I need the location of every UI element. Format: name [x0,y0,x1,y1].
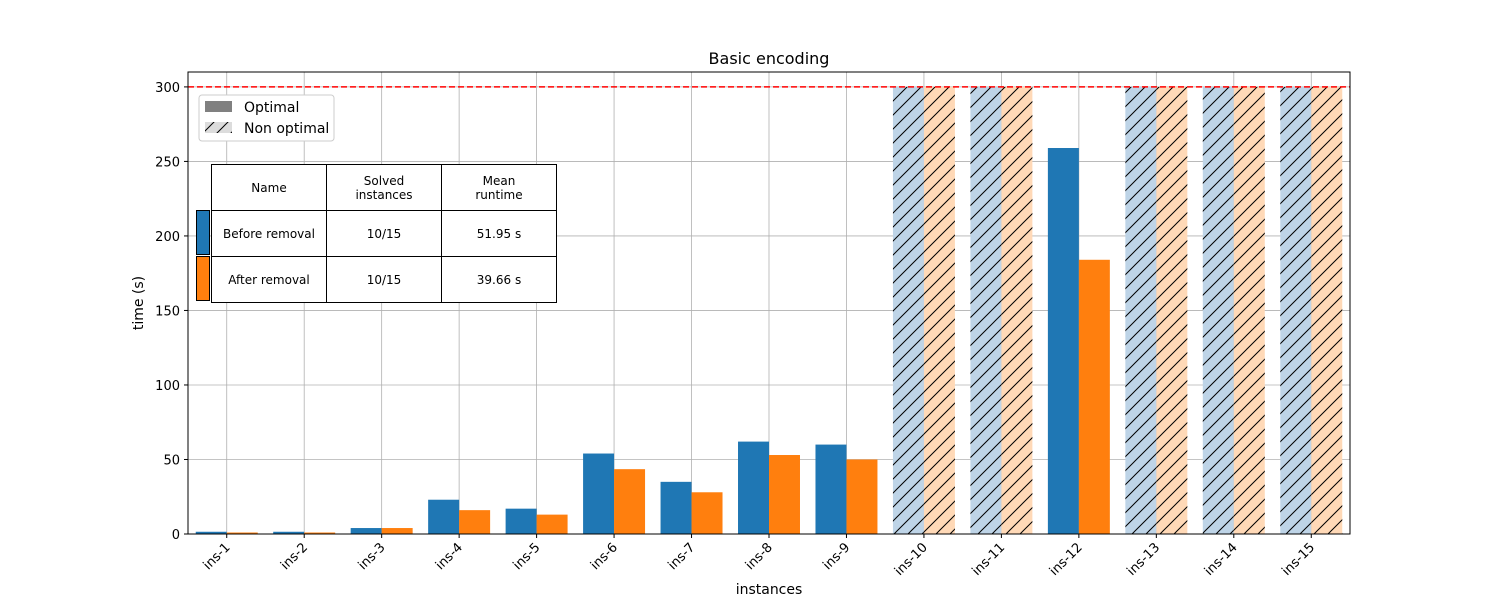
table-cell: 10/15 [326,210,442,257]
bar-hatch-series-1-ins-13 [1125,86,1157,534]
bar-series-2-ins-9 [846,459,878,534]
legend-label-optimal: Optimal [244,100,299,116]
legend: Optimal Non optimal [198,94,335,142]
bar-series-1-ins-3 [350,528,382,534]
y-tick-label: 0 [172,528,180,543]
y-tick-label: 200 [155,230,180,245]
bar-series-1-ins-4 [428,499,460,534]
bar-hatch-series-2-ins-11 [1001,86,1033,534]
bar-series-2-ins-4 [459,510,491,534]
y-axis-label: time (s) [131,276,147,330]
y-tick-label: 150 [155,304,180,319]
x-tick-label: ins-5 [510,540,543,573]
bar-series-2-ins-3 [381,528,413,534]
bar-hatch-series-1-ins-10 [892,86,924,534]
x-tick-label: ins-12 [1047,540,1086,579]
table-cell: 51.95 s [441,210,557,257]
bar-hatch-series-2-ins-10 [923,86,955,534]
y-tick-label: 300 [155,81,180,96]
summary-table: Name Solved instances Mean runtime Befor… [211,164,557,303]
bar-series-1-ins-1 [195,531,227,534]
table-cell: 10/15 [326,256,442,303]
bar-hatch-series-2-ins-13 [1156,86,1188,534]
bar-series-2-ins-12 [1078,259,1110,534]
bar-series-2-ins-7 [691,492,723,534]
x-tick-label: ins-8 [743,540,776,573]
bar-hatch-series-1-ins-14 [1202,86,1234,534]
bar-series-2-ins-8 [769,455,800,534]
bar-series-2-ins-6 [614,469,646,534]
bar-hatch-series-1-ins-11 [970,86,1002,534]
bars [195,86,1343,534]
bar-series-1-ins-7 [660,481,692,534]
table-row-color-swatch-blue [196,210,210,255]
legend-swatch-optimal [205,101,232,112]
x-tick-label: ins-1 [201,540,234,573]
bar-series-1-ins-2 [273,531,305,534]
legend-box [198,94,335,142]
bar-series-1-ins-5 [505,508,537,534]
x-tick-label: ins-11 [969,540,1008,579]
bar-series-2-ins-5 [536,514,568,534]
bar-hatch-series-2-ins-14 [1233,86,1265,534]
x-tick-label: ins-3 [356,540,389,573]
x-tick-label: ins-14 [1202,540,1241,579]
legend-label-non-optimal: Non optimal [244,121,329,137]
x-tick-label: ins-4 [433,540,466,573]
y-tick-label: 100 [155,379,180,394]
bar-series-2-ins-2 [304,532,336,534]
bar-series-1-ins-12 [1047,148,1079,534]
x-tick-label: ins-6 [588,540,621,573]
x-tick-label: ins-15 [1279,540,1318,579]
bar-hatch-series-2-ins-15 [1311,86,1343,534]
table-header-solved: Solved instances [326,164,442,211]
table-header-row: Name Solved instances Mean runtime [211,164,557,211]
x-tick-label: ins-7 [665,540,698,573]
table-row-color-swatch-orange [196,256,210,301]
bar-series-1-ins-8 [738,441,769,534]
table-row: After removal 10/15 39.66 s [211,256,557,303]
bar-series-1-ins-9 [815,444,847,534]
table-cell: After removal [211,256,327,303]
bar-series-1-ins-6 [583,453,615,534]
bar-series-2-ins-1 [226,532,258,534]
table-header-mean: Mean runtime [441,164,557,211]
y-tick-label: 50 [163,453,180,468]
table-cell: Before removal [211,210,327,257]
x-tick-label: ins-2 [278,540,311,573]
table-row: Before removal 10/15 51.95 s [211,210,557,257]
table-header-name: Name [211,164,327,211]
bar-hatch-series-1-ins-15 [1280,86,1312,534]
legend-swatch-non-optimal-hatch [205,122,232,133]
x-tick-label: ins-13 [1124,540,1163,579]
x-tick-label: ins-10 [892,540,931,579]
x-axis-label: instances [736,582,803,598]
table-cell: 39.66 s [441,256,557,303]
y-tick-label: 250 [155,155,180,170]
x-tick-label: ins-9 [820,540,853,573]
chart-title: Basic encoding [709,49,830,68]
